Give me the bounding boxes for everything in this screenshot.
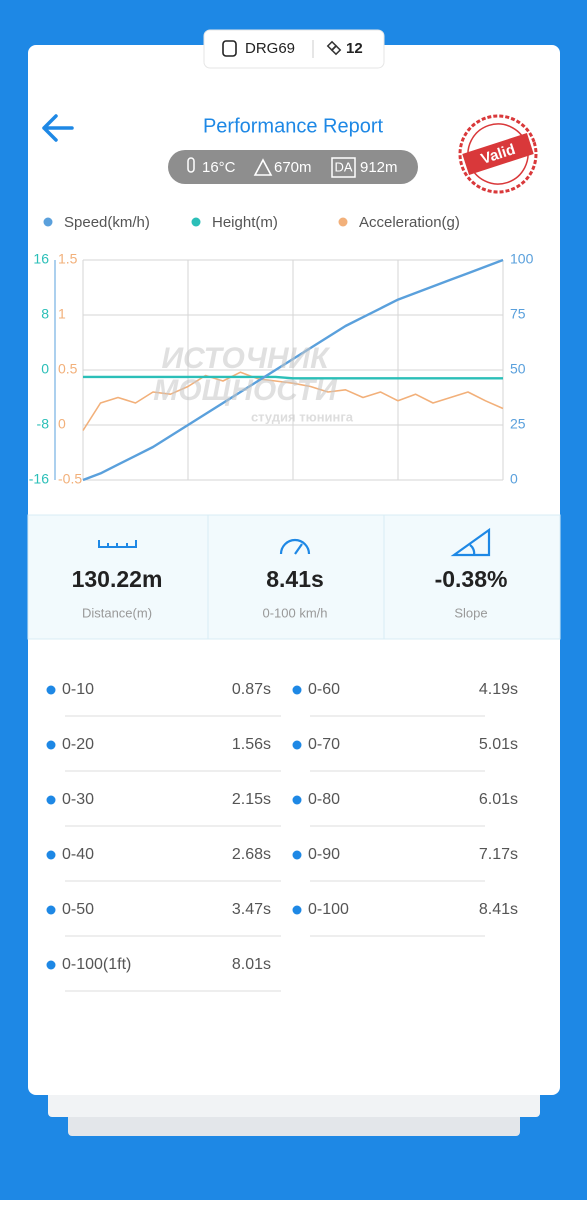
split-time: 3.47s (232, 901, 271, 918)
stat-value: 8.41s (266, 566, 324, 592)
y3-tick-label: 0.5 (58, 361, 78, 377)
y3-tick-label: 1 (58, 306, 66, 322)
split-label: 0-30 (62, 791, 94, 808)
split-dot (292, 795, 302, 805)
split-label: 0-50 (62, 901, 94, 918)
split-dot (292, 685, 302, 695)
y2-tick-label: 16 (33, 251, 49, 267)
stats: 130.22m Distance(m) 8.41s 0-100 km/h -0.38% S… (72, 566, 508, 620)
density-altitude: 912m (360, 159, 398, 176)
split-time: 7.17s (479, 846, 518, 863)
split-label: 0-80 (308, 791, 340, 808)
split-label: 0-90 (308, 846, 340, 863)
split-time: 2.15s (232, 791, 271, 808)
chart: Speed(km/h) Height(m) Acceleration(g) 0 25 50… (29, 214, 534, 487)
legend-label: Acceleration(g) (359, 214, 460, 231)
split-label: 0-60 (308, 681, 340, 698)
split-dot (46, 685, 56, 695)
y3-tick-label: 1.5 (58, 251, 78, 267)
split-label: 0-10 (62, 681, 94, 698)
satellite-icon (326, 40, 342, 56)
split-dot (46, 905, 56, 915)
split-label: 0-40 (62, 846, 94, 863)
split-label: 0-100(1ft) (62, 956, 131, 973)
watermark: ИСТОЧНИК (161, 342, 331, 375)
da-box (331, 157, 356, 178)
split-dot (46, 795, 56, 805)
y-tick-label: 0 (510, 471, 518, 487)
y3-tick-label: -0.5 (58, 471, 82, 487)
legend-dot (43, 217, 53, 227)
watermark: МОЩНОСТИ (153, 374, 338, 407)
y2-tick-label: 0 (41, 361, 49, 377)
slope-icon (450, 527, 491, 557)
split-time: 4.19s (479, 681, 518, 698)
split-label: 0-100 (308, 901, 349, 918)
y2-tick-label: -16 (29, 471, 49, 487)
stat-label: Slope (454, 605, 487, 620)
split-time: 5.01s (479, 736, 518, 753)
thermometer-icon (187, 157, 195, 173)
y2-tick-label: 8 (41, 306, 49, 322)
split-time: 6.01s (479, 791, 518, 808)
split-dot (46, 740, 56, 750)
temperature: 16°C (202, 159, 236, 176)
y-tick-label: 75 (510, 306, 526, 322)
split-dot (292, 850, 302, 860)
splits: 0-10 0.87s 0-20 1.56s 0-30 2.15s 0-40 2.68s 0-50… (46, 681, 518, 992)
valid-stamp: Valid (458, 114, 538, 194)
split-time: 8.41s (479, 901, 518, 918)
y3-tick-label: 0 (58, 416, 66, 432)
series-line (82, 258, 504, 482)
y-tick-label: 25 (510, 416, 526, 432)
distance-icon (98, 540, 137, 548)
split-dot (292, 905, 302, 915)
split-label: 0-70 (308, 736, 340, 753)
speed-icon (279, 538, 311, 555)
legend-dot (191, 217, 201, 227)
y2-tick-label: -8 (37, 416, 50, 432)
stat-value: 130.22m (72, 566, 163, 592)
stat-label: Distance(m) (82, 605, 152, 620)
split-time: 1.56s (232, 736, 271, 753)
series-line (82, 371, 504, 431)
device-name: DRG69 (245, 40, 295, 57)
satellite-count: 12 (346, 40, 363, 57)
y-tick-label: 50 (510, 361, 526, 377)
watermark: студия тюнинга (251, 409, 354, 424)
da-label: DA (334, 159, 352, 174)
legend-label: Height(m) (212, 214, 278, 231)
split-time: 2.68s (232, 846, 271, 863)
back-button[interactable] (42, 114, 74, 142)
stats-band (27, 514, 561, 640)
split-time: 0.87s (232, 681, 271, 698)
split-dot (46, 850, 56, 860)
series-line (83, 375, 503, 380)
legend-label: Speed(km/h) (64, 214, 150, 231)
split-dot (292, 740, 302, 750)
split-time: 8.01s (232, 956, 271, 973)
device-badge (203, 29, 385, 69)
stat-label: 0-100 km/h (262, 605, 327, 620)
altitude: 670m (274, 159, 312, 176)
split-label: 0-20 (62, 736, 94, 753)
altitude-icon (253, 158, 273, 176)
split-dot (46, 960, 56, 970)
stat-value: -0.38% (435, 566, 508, 592)
device-icon (222, 40, 237, 57)
y-tick-label: 100 (510, 251, 534, 267)
page-title: Performance Report (203, 115, 384, 137)
legend-dot (338, 217, 348, 227)
